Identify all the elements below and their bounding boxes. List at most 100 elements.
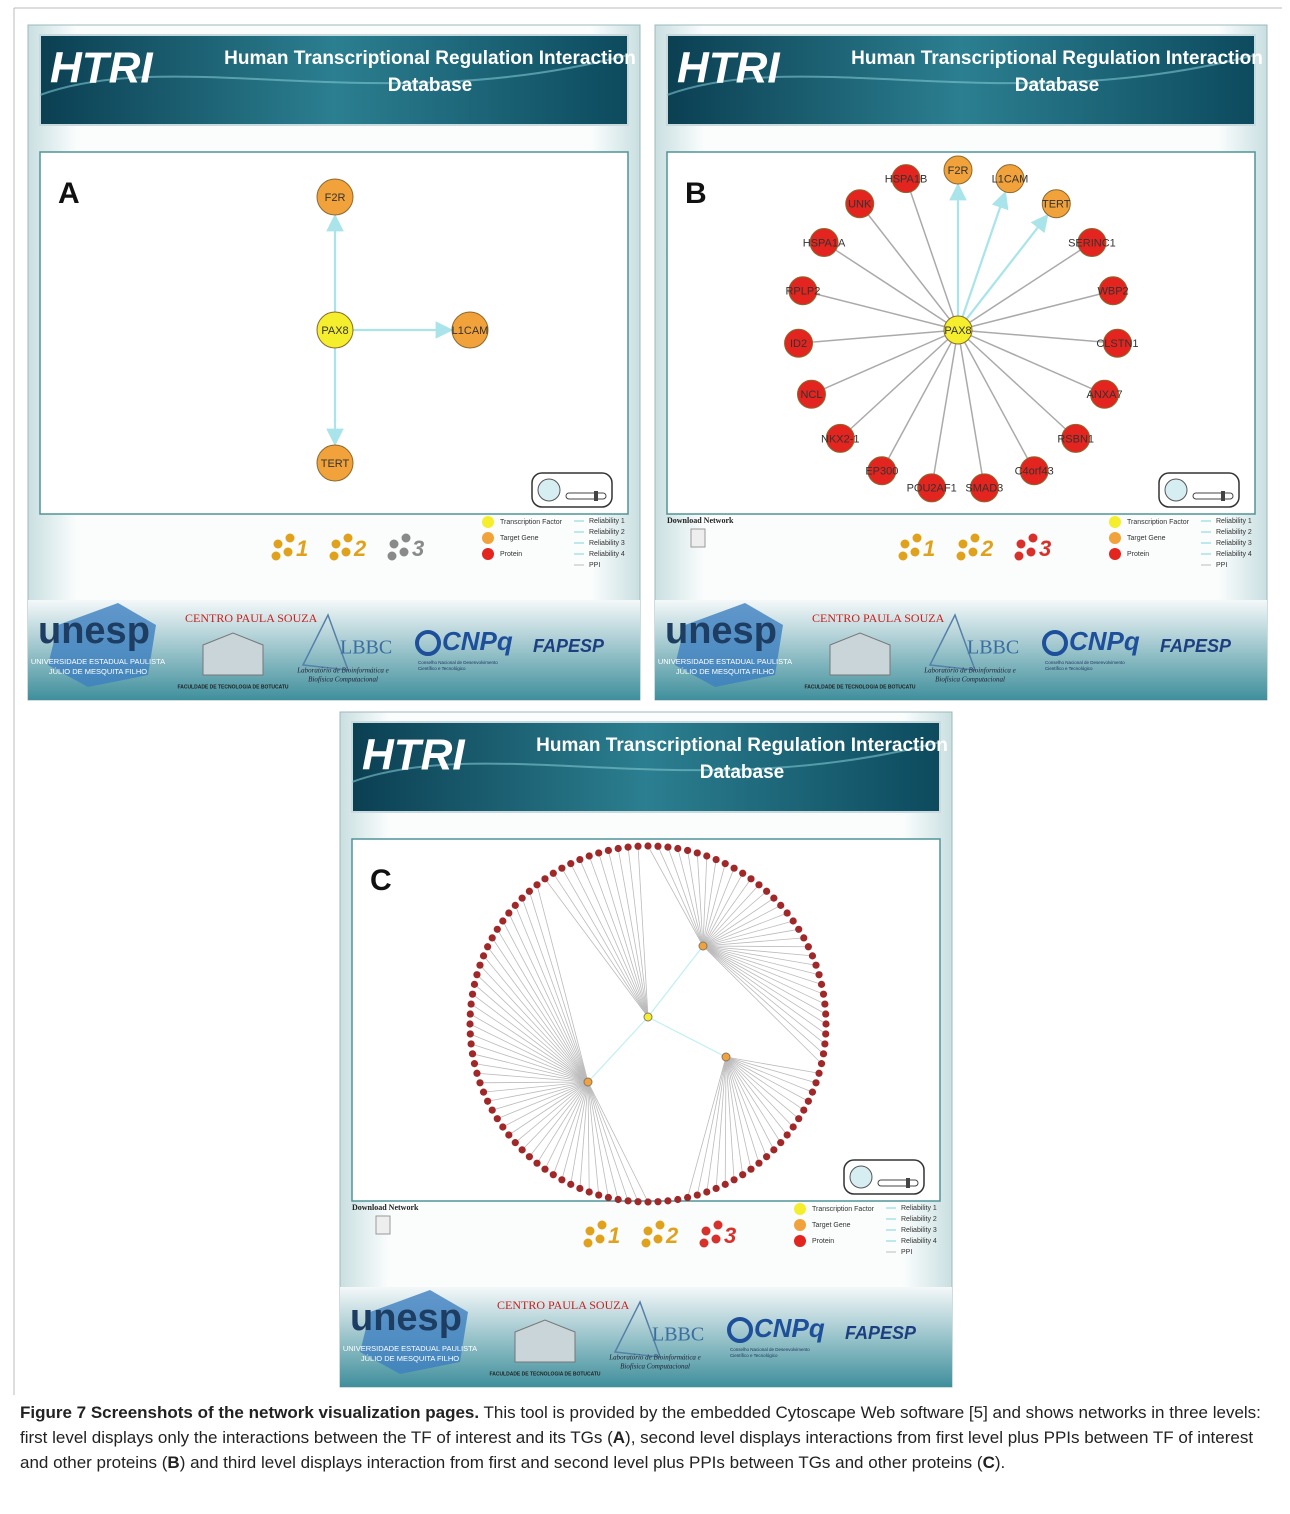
legend-label: Reliability 1 — [589, 518, 625, 525]
level-number: 2 — [665, 1223, 679, 1248]
fapesp-logo: FAPESP — [845, 1323, 917, 1343]
zoom-thumb — [1221, 491, 1225, 501]
node — [713, 1185, 720, 1192]
level-icon-ball — [969, 548, 978, 557]
node-label: EP300 — [865, 466, 898, 478]
legend-swatch — [482, 548, 494, 560]
level-icon-ball — [330, 552, 339, 561]
node — [576, 1185, 583, 1192]
node — [821, 1040, 828, 1047]
node — [739, 870, 746, 877]
node — [489, 1107, 496, 1114]
node — [480, 952, 487, 959]
pan-control — [538, 479, 560, 501]
node — [755, 881, 762, 888]
legend-label: Reliability 1 — [901, 1205, 937, 1212]
node — [722, 860, 729, 867]
unesp-logo: unesp — [350, 1297, 462, 1339]
node — [467, 1010, 474, 1017]
level-icon-ball — [654, 1235, 663, 1244]
caption-text: ). — [995, 1453, 1005, 1472]
node-label: L1CAM — [992, 174, 1029, 186]
header-title: Database — [1015, 75, 1100, 96]
legend-label: PPI — [589, 562, 600, 569]
level-number: 3 — [1039, 536, 1051, 561]
legend-label: Reliability 3 — [589, 540, 625, 547]
node — [809, 1089, 816, 1096]
level-icon-ball — [913, 534, 922, 543]
node — [471, 981, 478, 988]
level-icon-ball — [596, 1235, 605, 1244]
level-icon-ball — [901, 540, 910, 549]
download-icon — [691, 529, 705, 547]
page-body: HTRI Human Transcriptional Regulation Int… — [0, 0, 1290, 1514]
node — [664, 1197, 671, 1204]
level-icon-ball — [1017, 540, 1026, 549]
node — [468, 1040, 475, 1047]
legend-swatch — [482, 516, 494, 528]
screenshot-panel: HTRI Human Transcriptional Regulation Int… — [28, 25, 640, 700]
node-label: NCL — [800, 389, 822, 401]
level-icon-ball — [286, 534, 295, 543]
node — [684, 1194, 691, 1201]
node — [595, 849, 602, 856]
node — [533, 1160, 540, 1167]
level-icon-ball — [714, 1221, 723, 1230]
node — [699, 942, 707, 950]
node-label: NKX2-1 — [821, 433, 860, 445]
header-title: Human Transcriptional Regulation Interac… — [224, 48, 636, 69]
node — [586, 1188, 593, 1195]
node-label: HSPA1A — [803, 237, 846, 249]
node-label: F2R — [325, 192, 346, 204]
zoom-slider — [1193, 493, 1233, 499]
node — [466, 1020, 473, 1027]
node — [550, 1171, 557, 1178]
legend-label: Protein — [1127, 551, 1149, 558]
node — [584, 1078, 592, 1086]
lbbc-caption: Laboratório de Bioinformática e — [608, 1354, 701, 1362]
node — [822, 1030, 829, 1037]
zoom-control — [1159, 473, 1239, 507]
node — [820, 1050, 827, 1057]
zoom-control — [532, 473, 612, 507]
node — [747, 875, 754, 882]
header-title: Database — [388, 75, 473, 96]
node — [654, 1198, 661, 1205]
node — [494, 1115, 501, 1122]
legend-swatch — [1109, 516, 1121, 528]
level-icon-ball — [899, 552, 908, 561]
node — [494, 926, 501, 933]
level-icon-ball — [957, 552, 966, 561]
node — [703, 852, 710, 859]
download-link: Download Network — [667, 516, 734, 525]
level-icon-ball — [272, 552, 281, 561]
node — [777, 902, 784, 909]
node — [731, 865, 738, 872]
lbbc-caption: Laboratório de Bioinformática e — [923, 667, 1016, 675]
cnpq-logo: CNPq — [754, 1313, 825, 1343]
node — [558, 865, 565, 872]
node — [634, 1198, 641, 1205]
node — [567, 1181, 574, 1188]
cps-logo: CENTRO PAULA SOUZA — [185, 611, 318, 625]
legend-label: Reliability 3 — [1216, 540, 1252, 547]
fatec-caption: FACULDADE DE TECNOLOGIA DE BOTUCATU — [804, 684, 915, 690]
node — [822, 1010, 829, 1017]
download-link: Download Network — [352, 1203, 419, 1212]
unesp-caption: JÚLIO DE MESQUITA FILHO — [361, 1354, 459, 1363]
panel-label: C — [370, 864, 392, 897]
node — [809, 952, 816, 959]
node-label: WBP2 — [1098, 286, 1129, 298]
level-icon-ball — [402, 534, 411, 543]
node — [471, 1060, 478, 1067]
node-label: C4orf43 — [1015, 466, 1054, 478]
legend-swatch — [794, 1235, 806, 1247]
node — [467, 1030, 474, 1037]
level-icon-ball — [284, 548, 293, 557]
level-number: 3 — [724, 1223, 736, 1248]
node — [505, 909, 512, 916]
header-logo: HTRI — [50, 44, 153, 93]
cnpq-logo: CNPq — [442, 626, 513, 656]
node-label: POU2AF1 — [907, 483, 957, 495]
zoom-slider — [878, 1180, 918, 1186]
